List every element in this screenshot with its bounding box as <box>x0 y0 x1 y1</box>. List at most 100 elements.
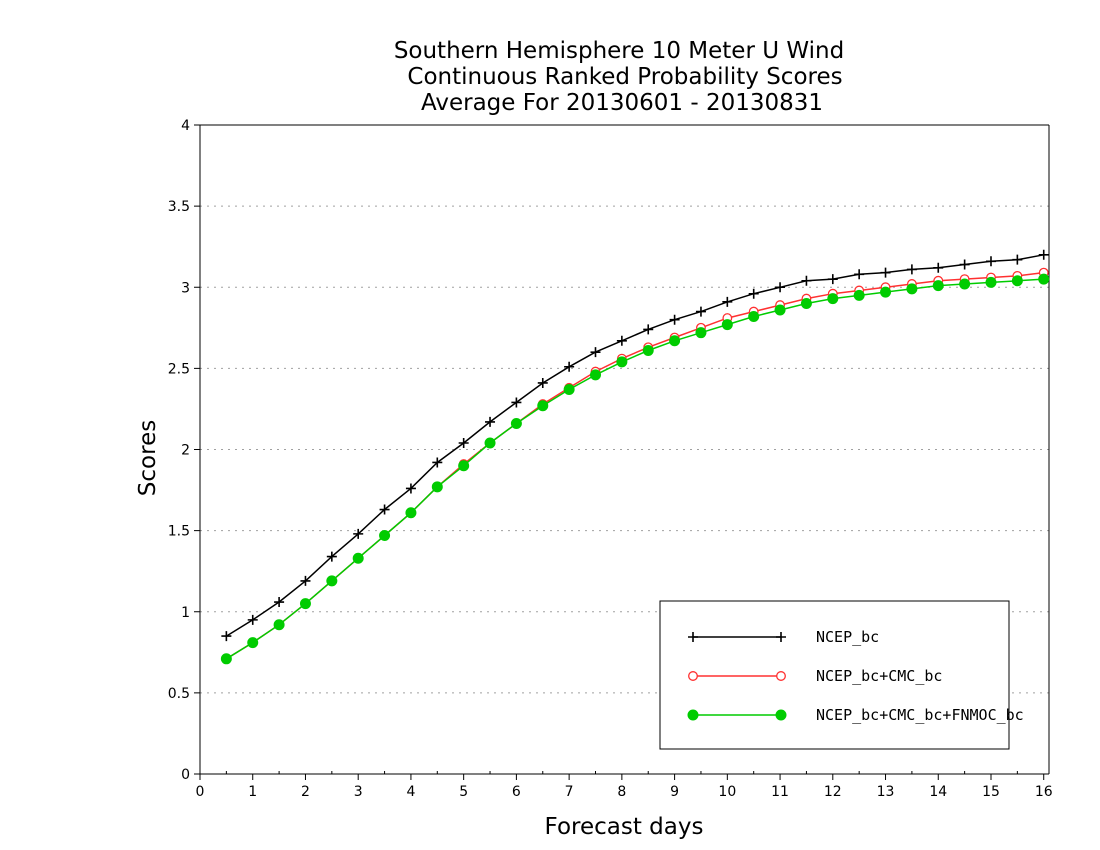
data-point <box>431 481 443 493</box>
data-point <box>564 361 575 372</box>
x-tick-label: 6 <box>512 784 521 800</box>
data-point <box>854 269 865 280</box>
x-axis-label: Forecast days <box>545 814 704 840</box>
x-tick-label: 2 <box>301 784 310 800</box>
data-point <box>827 293 839 305</box>
y-tick-label: 0.5 <box>168 686 190 702</box>
data-point <box>669 335 681 347</box>
data-point <box>537 400 549 412</box>
data-point <box>458 438 469 449</box>
data-point <box>880 267 891 278</box>
x-tick-label: 13 <box>877 784 895 800</box>
data-point <box>537 377 548 388</box>
legend-marker <box>687 709 699 721</box>
legend-marker <box>775 709 787 721</box>
x-tick-label: 11 <box>771 784 789 800</box>
data-point <box>959 278 971 290</box>
series-layer <box>220 249 1050 665</box>
legend-label: NCEP_bc+CMC_bc+FNMOC_bc <box>816 706 1024 724</box>
x-tick-label: 3 <box>354 784 363 800</box>
data-point <box>985 256 996 267</box>
data-point <box>405 507 417 519</box>
series-3 <box>220 273 1050 665</box>
data-point <box>590 347 601 358</box>
y-axis-label: Scores <box>135 420 161 496</box>
data-point <box>827 274 838 285</box>
x-tick-label: 8 <box>617 784 626 800</box>
data-point <box>695 327 707 339</box>
data-point <box>326 551 337 562</box>
legend: NCEP_bc NCEP_bc+CMC_bc NCEP_bc+CMC_bc+FNMO… <box>659 600 1024 750</box>
x-tick-label: 9 <box>670 784 679 800</box>
legend-marker <box>776 632 786 642</box>
title-line-2: Continuous Ranked Probability Scores <box>407 64 842 90</box>
data-point <box>853 289 865 301</box>
data-point <box>563 383 575 395</box>
x-tick-label: 15 <box>982 784 1000 800</box>
data-point <box>1038 273 1050 285</box>
data-point <box>721 319 733 331</box>
data-point <box>379 504 390 515</box>
data-point <box>1012 254 1023 265</box>
data-point <box>274 597 285 608</box>
y-tick-label: 1 <box>181 605 190 621</box>
data-point <box>880 286 892 298</box>
x-tick-label: 4 <box>406 784 415 800</box>
data-point <box>458 460 470 472</box>
data-point <box>379 529 391 541</box>
data-point <box>510 418 522 430</box>
data-point <box>669 314 680 325</box>
y-tick-label: 2.5 <box>168 361 190 377</box>
chart-title: Southern Hemisphere 10 Meter U Wind Cont… <box>394 38 844 116</box>
title-line-1: Southern Hemisphere 10 Meter U Wind <box>394 38 844 64</box>
data-point <box>1038 249 1049 260</box>
title-line-3: Average For 20130601 - 20130831 <box>421 90 823 116</box>
y-tick-label: 3 <box>181 280 190 296</box>
data-point <box>775 282 786 293</box>
y-axis-ticks: 0 0.5 1 1.5 2 2.5 3 3.5 4 <box>168 118 200 783</box>
data-point <box>932 280 944 292</box>
y-tick-label: 3.5 <box>168 199 190 215</box>
legend-box <box>659 600 1010 750</box>
legend-item: NCEP_bc+CMC_bc+FNMOC_bc <box>687 706 1024 724</box>
data-point <box>906 283 918 295</box>
data-point <box>511 397 522 408</box>
x-tick-label: 7 <box>565 784 574 800</box>
x-tick-label: 14 <box>929 784 947 800</box>
data-point <box>589 369 601 381</box>
legend-marker <box>688 671 698 681</box>
data-point <box>774 304 786 316</box>
data-point <box>906 264 917 275</box>
legend-marker <box>776 671 786 681</box>
data-point <box>432 457 443 468</box>
series-1 <box>221 249 1049 642</box>
data-point <box>247 637 259 649</box>
legend-marker <box>688 632 698 642</box>
data-point <box>300 575 311 586</box>
y-tick-label: 2 <box>181 443 190 459</box>
x-tick-label: 5 <box>459 784 468 800</box>
data-point <box>959 259 970 270</box>
data-point <box>800 297 812 309</box>
data-point <box>748 310 760 322</box>
data-point <box>484 437 496 449</box>
x-axis-ticks: 0 1 2 3 4 5 6 7 8 9 10 11 12 13 14 15 16 <box>196 771 1053 800</box>
data-point <box>273 619 285 631</box>
y-tick-label: 0 <box>181 767 190 783</box>
data-point <box>616 356 628 368</box>
y-tick-label: 1.5 <box>168 524 190 540</box>
data-point <box>485 416 496 427</box>
x-tick-label: 10 <box>718 784 736 800</box>
data-point <box>748 288 759 299</box>
legend-label: NCEP_bc <box>816 628 879 646</box>
legend-item: NCEP_bc <box>688 628 879 646</box>
data-point <box>299 598 311 610</box>
legend-item: NCEP_bc+CMC_bc <box>688 667 942 685</box>
data-point <box>643 324 654 335</box>
data-point <box>247 614 258 625</box>
data-point <box>985 276 997 288</box>
data-point <box>221 631 232 642</box>
data-point <box>353 528 364 539</box>
data-point <box>220 653 232 665</box>
